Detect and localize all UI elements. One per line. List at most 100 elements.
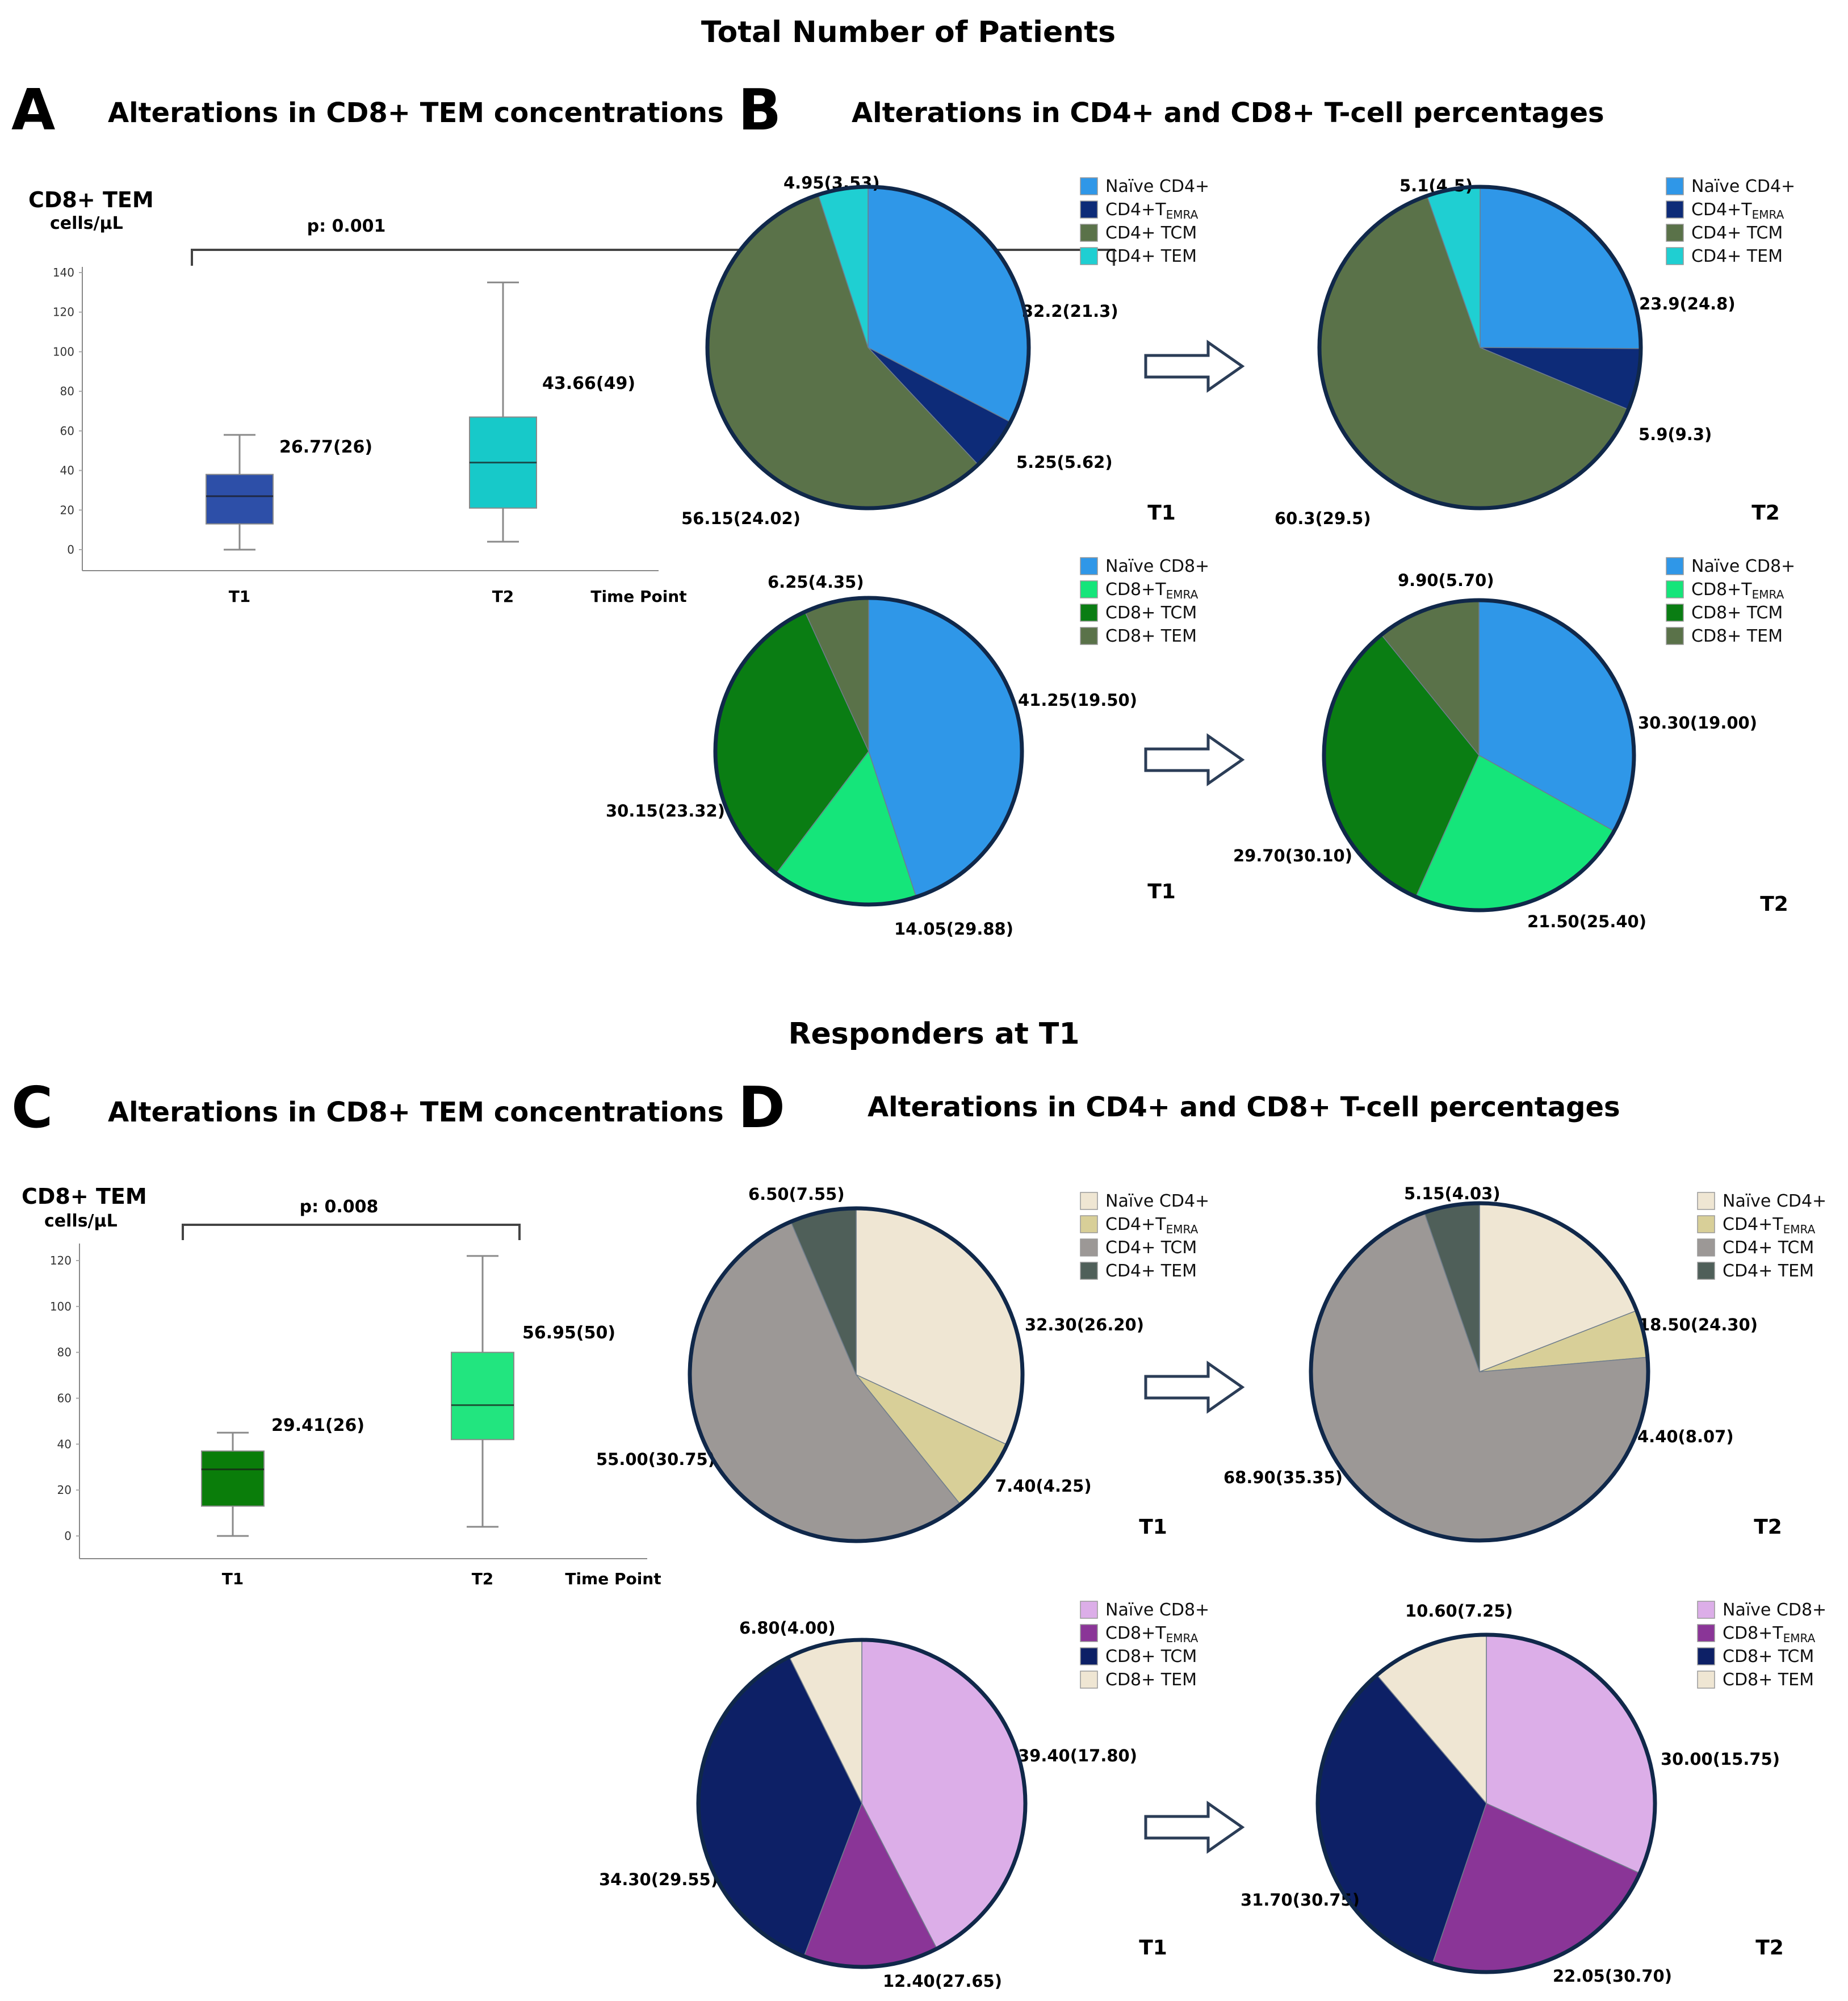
slice-value-label: 30.15(23.32)	[606, 801, 725, 821]
legend-label: CD8+ TEM	[1723, 1670, 1814, 1690]
legend-label: CD8+TEMRA	[1691, 580, 1784, 601]
legend-subscript: EMRA	[1166, 588, 1199, 601]
pie-chart-t1: 32.30(26.20) 7.40(4.25) 55.00(30.75) 6.50(7…	[596, 1184, 1209, 1543]
legend-swatch	[1080, 200, 1098, 219]
slice-value-label: 55.00(30.75)	[596, 1450, 715, 1469]
legend-swatch	[1666, 604, 1684, 622]
legend-label: CD8+ TCM	[1691, 603, 1783, 623]
legend-subscript: EMRA	[1783, 1223, 1816, 1236]
slice-value-label: 6.80(4.00)	[739, 1618, 836, 1638]
box-t1	[201, 1450, 265, 1507]
y-tick-label: 20	[60, 503, 74, 517]
y-tick-label: 20	[57, 1483, 72, 1497]
y-axis-title: CD8+ TEM	[22, 1184, 147, 1209]
slice-value-label: 30.00(15.75)	[1661, 1749, 1780, 1769]
legend-label: CD8+ TEM	[1105, 1670, 1197, 1690]
right-arrow-icon	[1144, 1801, 1245, 1854]
pie-outline	[688, 1206, 1025, 1543]
slice-value-label: 14.05(29.88)	[894, 919, 1013, 939]
legend-swatch	[1697, 1192, 1715, 1210]
legend-label: CD8+ TEM	[1105, 626, 1197, 646]
panel-a-boxplot: A Alterations in CD8+ TEM concentrations C…	[11, 77, 1115, 606]
legend-swatch	[1080, 1215, 1098, 1233]
legend-label: CD8+TEMRA	[1723, 1623, 1816, 1645]
timepoint-label: T1	[1139, 1936, 1167, 1960]
pie-chart-t1: 41.25(19.50) 14.05(29.88) 30.15(23.32) 6.25…	[606, 556, 1209, 939]
legend-swatch	[1666, 200, 1684, 219]
panel-title: Alterations in CD4+ and CD8+ T-cell perc…	[868, 1091, 1620, 1123]
timepoint-label: T1	[1147, 501, 1176, 525]
pie-slice	[1480, 186, 1641, 349]
legend-swatch	[1080, 1238, 1098, 1257]
timepoint-label: T2	[1751, 501, 1780, 525]
legend-label: Naïve CD8+	[1691, 556, 1795, 576]
right-arrow-icon	[1144, 733, 1245, 786]
slice-value-label: 6.25(4.35)	[768, 572, 864, 592]
legend-swatch	[1080, 1601, 1098, 1619]
legend-label: Naïve CD8+	[1105, 1600, 1209, 1620]
legend-swatch	[1666, 580, 1684, 598]
legend-swatch	[1080, 1192, 1098, 1210]
pie-chart-t2: 30.30(19.00) 21.50(25.40) 29.70(30.10) 9.90…	[1233, 556, 1795, 931]
pie-outline	[713, 596, 1024, 907]
legend-label: CD4+ TEM	[1105, 246, 1197, 266]
slice-value-label: 41.25(19.50)	[1018, 690, 1137, 710]
legend-label: CD4+ TCM	[1723, 1238, 1814, 1258]
y-tick-label: 100	[53, 345, 74, 358]
legend-label: Naïve CD8+	[1105, 556, 1209, 576]
legend-label: CD8+ TEM	[1691, 626, 1783, 646]
legend-swatch	[1080, 1671, 1098, 1689]
legend-subscript: EMRA	[1752, 208, 1784, 221]
legend-swatch	[1080, 627, 1098, 645]
pie-chart-t2: 23.9(24.8)5.9(9.3)60.3(29.5)5.1(4.5) Naïv…	[1275, 176, 1795, 528]
legend-label: CD8+ TCM	[1105, 603, 1197, 623]
y-tick-label: 60	[57, 1392, 72, 1405]
legend-swatch	[1666, 557, 1684, 575]
legend-swatch	[1666, 224, 1684, 242]
slice-value-label: 5.9(9.3)	[1639, 425, 1712, 444]
pie-chart-t1: 39.40(17.80) 12.40(27.65) 34.30(29.55) 6.80…	[599, 1600, 1209, 1991]
legend-label: Naïve CD4+	[1723, 1191, 1826, 1211]
y-tick-label: 120	[50, 1254, 72, 1267]
legend-label: CD8+TEMRA	[1105, 1623, 1199, 1645]
slice-value-label: 32.2(21.3)	[1022, 302, 1118, 321]
legend-subscript: EMRA	[1783, 1631, 1816, 1645]
box-annotation: 29.41(26)	[271, 1416, 364, 1435]
panel-title: Alterations in CD4+ and CD8+ T-cell perc…	[852, 97, 1604, 129]
y-axis-unit: cells/µL	[44, 1211, 118, 1231]
y-tick-label: 140	[53, 266, 74, 279]
slice-value-label: 5.15(4.03)	[1404, 1184, 1501, 1203]
section-title-total: Total Number of Patients	[701, 15, 1116, 49]
box-t2	[451, 1351, 514, 1441]
slice-value-label: 56.15(24.02)	[681, 509, 801, 528]
legend-label: CD4+TEMRA	[1723, 1215, 1816, 1236]
legend-swatch	[1697, 1238, 1715, 1257]
panel-d-pies: D Alterations in CD4+ and CD8+ T-cell per…	[596, 1074, 1826, 1991]
panel-letter-d: D	[738, 1074, 785, 1141]
box-annotation: 26.77(26)	[279, 437, 372, 457]
legend-label: CD8+ TCM	[1723, 1647, 1814, 1667]
x-category-label: T2	[492, 587, 514, 606]
slice-value-label: 34.30(29.55)	[599, 1870, 718, 1889]
y-tick-label: 0	[67, 543, 74, 556]
pie-chart-t2: 30.00(15.75) 22.05(30.70) 31.70(30.75) 10.6…	[1241, 1600, 1826, 1986]
slice-value-label: 29.70(30.10)	[1233, 846, 1352, 865]
legend-label: CD4+ TCM	[1105, 1238, 1197, 1258]
legend-label: Naïve CD4+	[1105, 1191, 1209, 1211]
y-tick-label: 40	[60, 464, 74, 478]
slice-value-label: 21.50(25.40)	[1527, 912, 1646, 931]
legend-swatch	[1697, 1262, 1715, 1280]
y-tick-label: 60	[60, 424, 74, 438]
legend-swatch	[1666, 247, 1684, 265]
pie-outline	[1309, 1201, 1650, 1543]
legend-label: Naïve CD4+	[1105, 177, 1209, 196]
slice-value-label: 9.90(5.70)	[1398, 571, 1494, 590]
significance-bracket	[191, 249, 1115, 266]
legend-subscript: EMRA	[1166, 208, 1199, 221]
panel-b-pies: B Alterations in CD4+ and CD8+ T-cell per…	[606, 77, 1795, 939]
panel-title: Alterations in CD8+ TEM concentrations	[108, 97, 724, 129]
